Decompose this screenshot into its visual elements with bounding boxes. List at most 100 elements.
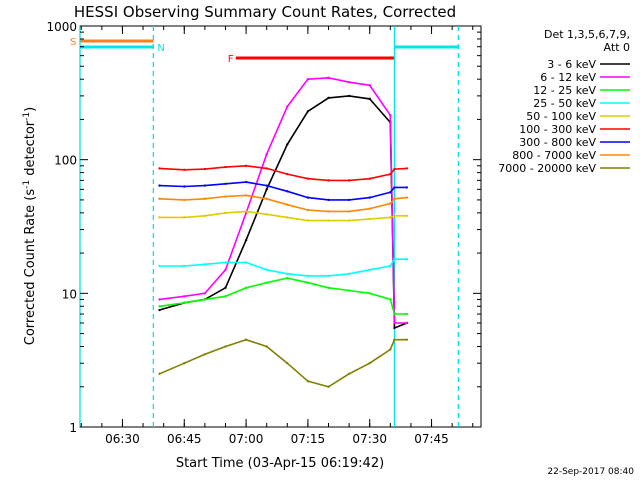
plot-frame xyxy=(79,25,482,428)
series-point-6-12 xyxy=(393,186,396,189)
series-point-3-12 xyxy=(393,258,396,261)
series-point-0-4 xyxy=(244,238,248,242)
y-axis-label-part-2: detector xyxy=(23,120,38,180)
series-point-0-7 xyxy=(306,110,310,113)
series-line-0 xyxy=(159,95,408,330)
series-point-6-0 xyxy=(158,184,161,187)
y-tick-label-1: 10 xyxy=(62,287,77,301)
series-point-6-11 xyxy=(389,191,392,194)
series-point-3-4 xyxy=(244,261,248,264)
series-point-0-12 xyxy=(393,326,396,330)
series-point-7-6 xyxy=(286,203,289,206)
series-point-8-7 xyxy=(306,380,310,383)
y-tick-label-0: 1 xyxy=(69,421,77,435)
series-point-8-12 xyxy=(393,338,396,341)
series-point-8-1 xyxy=(183,362,186,365)
series-point-7-11 xyxy=(389,202,392,205)
series-point-6-6 xyxy=(286,190,289,193)
legend-label-4: 50 - 100 keV xyxy=(526,110,596,123)
series-point-7-4 xyxy=(244,194,248,197)
series-point-5-3 xyxy=(224,165,227,169)
series-line-5 xyxy=(159,164,407,182)
series-point-7-1 xyxy=(183,198,186,202)
series-point-7-13 xyxy=(405,196,409,199)
legend-label-3: 25 - 50 keV xyxy=(533,97,596,110)
series-point-1-0 xyxy=(158,298,161,301)
series-point-0-8 xyxy=(327,96,330,100)
series-point-5-8 xyxy=(327,179,330,182)
series-point-2-10 xyxy=(368,292,371,295)
legend-label-1: 6 - 12 keV xyxy=(540,71,596,84)
legend-header-attenuator: Att 0 xyxy=(604,41,630,54)
series-point-7-8 xyxy=(327,210,330,213)
series-point-8-3 xyxy=(224,345,227,348)
series-point-4-9 xyxy=(347,219,351,222)
series-point-3-1 xyxy=(183,264,186,268)
series-line-1 xyxy=(159,76,407,324)
series-point-1-13 xyxy=(405,321,409,325)
series-point-7-9 xyxy=(347,210,351,213)
series-point-5-7 xyxy=(306,177,310,180)
series-point-1-12 xyxy=(393,321,396,325)
series-point-2-8 xyxy=(327,286,330,290)
series-line-3 xyxy=(159,258,407,277)
series-line-8 xyxy=(159,338,407,388)
flag-layer: S N F xyxy=(70,37,459,65)
series-point-8-4 xyxy=(244,338,248,341)
series-point-6-3 xyxy=(224,182,227,185)
series-point-6-4 xyxy=(244,180,248,184)
x-axis-label: Start Time (03-Apr-15 06:19:42) xyxy=(176,456,384,471)
legend-label-6: 300 - 800 keV xyxy=(519,136,596,149)
series-point-4-7 xyxy=(306,219,310,222)
series-line-7 xyxy=(159,194,407,213)
series-point-4-2 xyxy=(203,214,207,218)
series-line-6 xyxy=(159,181,407,201)
series-point-5-5 xyxy=(265,167,268,170)
series-point-6-10 xyxy=(368,196,371,199)
series-point-7-7 xyxy=(306,208,310,212)
series-point-0-0 xyxy=(158,308,161,312)
series-point-8-13 xyxy=(405,338,409,341)
series-point-4-3 xyxy=(224,211,227,215)
series-point-2-13 xyxy=(405,312,409,316)
x-tick-label-0: 06:30 xyxy=(105,432,140,446)
series-point-2-2 xyxy=(203,298,207,301)
legend-header-detectors: Det 1,3,5,6,7,9, xyxy=(544,28,630,41)
series-point-4-11 xyxy=(389,216,392,219)
series-point-1-2 xyxy=(203,292,207,295)
series-point-0-3 xyxy=(224,286,227,290)
series-point-1-1 xyxy=(183,295,186,298)
chart-title: HESSI Observing Summary Count Rates, Cor… xyxy=(74,3,456,21)
series-point-3-3 xyxy=(224,261,227,264)
series-point-3-11 xyxy=(389,264,392,268)
y-tick-label-2: 100 xyxy=(54,154,77,168)
series-point-5-6 xyxy=(286,172,289,176)
series-point-2-3 xyxy=(224,295,227,298)
series-point-1-7 xyxy=(306,77,310,81)
x-tick-label-1: 06:45 xyxy=(167,432,202,446)
x-tick-label-2: 07:00 xyxy=(229,432,264,446)
series-point-1-11 xyxy=(389,114,392,117)
series-point-3-0 xyxy=(158,264,161,268)
series-point-4-4 xyxy=(244,210,248,213)
series-point-5-0 xyxy=(158,167,161,170)
series-point-5-13 xyxy=(405,167,409,170)
series-point-2-0 xyxy=(158,305,161,308)
series-point-5-1 xyxy=(183,168,186,171)
series-point-6-9 xyxy=(347,198,351,202)
series-point-1-6 xyxy=(286,105,289,108)
series-point-6-13 xyxy=(405,186,409,189)
series-line-2 xyxy=(159,277,407,315)
series-point-3-10 xyxy=(368,268,371,271)
y-axis-label-exponent-2: -1 xyxy=(22,112,32,121)
series-point-8-9 xyxy=(347,372,351,376)
flag-label-0: S xyxy=(70,37,76,48)
series-point-6-8 xyxy=(327,198,330,202)
series-point-3-13 xyxy=(405,258,409,261)
series-point-2-5 xyxy=(265,281,268,284)
series-point-2-4 xyxy=(244,286,248,290)
y-axis-label-exponent-1: -1 xyxy=(22,180,32,189)
